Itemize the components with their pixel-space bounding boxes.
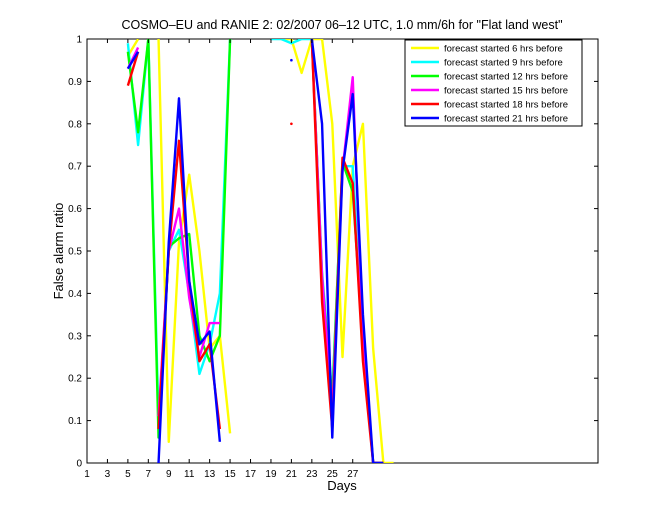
chart-title: COSMO–EU and RANIE 2: 02/2007 06–12 UTC,… bbox=[121, 18, 562, 32]
series-line bbox=[126, 51, 140, 70]
y-tick-label: 0.3 bbox=[68, 331, 82, 342]
y-tick-label: 1 bbox=[76, 35, 82, 46]
y-tick-label: 0.5 bbox=[68, 247, 82, 258]
series-line bbox=[157, 97, 222, 463]
x-tick-label: 19 bbox=[265, 469, 277, 480]
y-tick-label: 0.6 bbox=[68, 204, 82, 215]
axes-layer: 1 3 5 7 9 11 13 15 17 19 21 23 25 2700.10.20.30.40.50… bbox=[68, 35, 598, 480]
x-tick-label: 9 bbox=[166, 469, 172, 480]
x-tick-label: 17 bbox=[245, 469, 257, 480]
data-point bbox=[290, 58, 293, 62]
y-tick-label: 0.9 bbox=[68, 77, 82, 88]
x-tick-label: 1 bbox=[84, 469, 90, 480]
x-tick-label: 27 bbox=[347, 469, 359, 480]
series-6 bbox=[126, 39, 384, 463]
series-layer bbox=[126, 39, 394, 463]
legend-item-label: forecast started 9 hrs before bbox=[444, 58, 563, 69]
x-tick-label: 7 bbox=[146, 469, 152, 480]
legend-item-label: forecast started 12 hrs before bbox=[444, 72, 568, 83]
x-tick-label: 25 bbox=[327, 469, 339, 480]
legend-item-label: forecast started 15 hrs before bbox=[444, 86, 568, 97]
x-tick-label: 3 bbox=[105, 469, 111, 480]
series-line bbox=[281, 39, 394, 463]
y-tick-label: 0 bbox=[76, 459, 82, 470]
data-point bbox=[290, 122, 293, 126]
legend-box bbox=[404, 39, 583, 127]
x-tick-label: 5 bbox=[125, 469, 131, 480]
y-tick-label: 0.8 bbox=[68, 119, 82, 130]
x-tick-label: 13 bbox=[204, 469, 216, 480]
x-tick-label: 15 bbox=[225, 469, 237, 480]
x-tick-label: 21 bbox=[286, 469, 298, 480]
legend-item-label: forecast started 21 hrs before bbox=[444, 114, 568, 125]
y-tick-label: 0.4 bbox=[68, 289, 82, 300]
y-tick-label: 0.1 bbox=[68, 416, 82, 427]
legend-item-label: forecast started 6 hrs before bbox=[444, 44, 563, 55]
y-axis-label: False alarm ratio bbox=[51, 203, 66, 300]
y-tick-label: 0.7 bbox=[68, 162, 82, 173]
series-line bbox=[310, 39, 384, 463]
y-tick-label: 0.2 bbox=[68, 374, 82, 385]
series-line bbox=[126, 39, 232, 439]
series-line bbox=[126, 51, 140, 86]
x-tick-label: 11 bbox=[184, 469, 195, 480]
legend: forecast started 6 hrs before forecast st… bbox=[404, 39, 583, 127]
x-tick-label: 23 bbox=[306, 469, 318, 480]
x-axis-label: Days bbox=[327, 478, 357, 493]
legend-item-label: forecast started 18 hrs before bbox=[444, 100, 568, 111]
